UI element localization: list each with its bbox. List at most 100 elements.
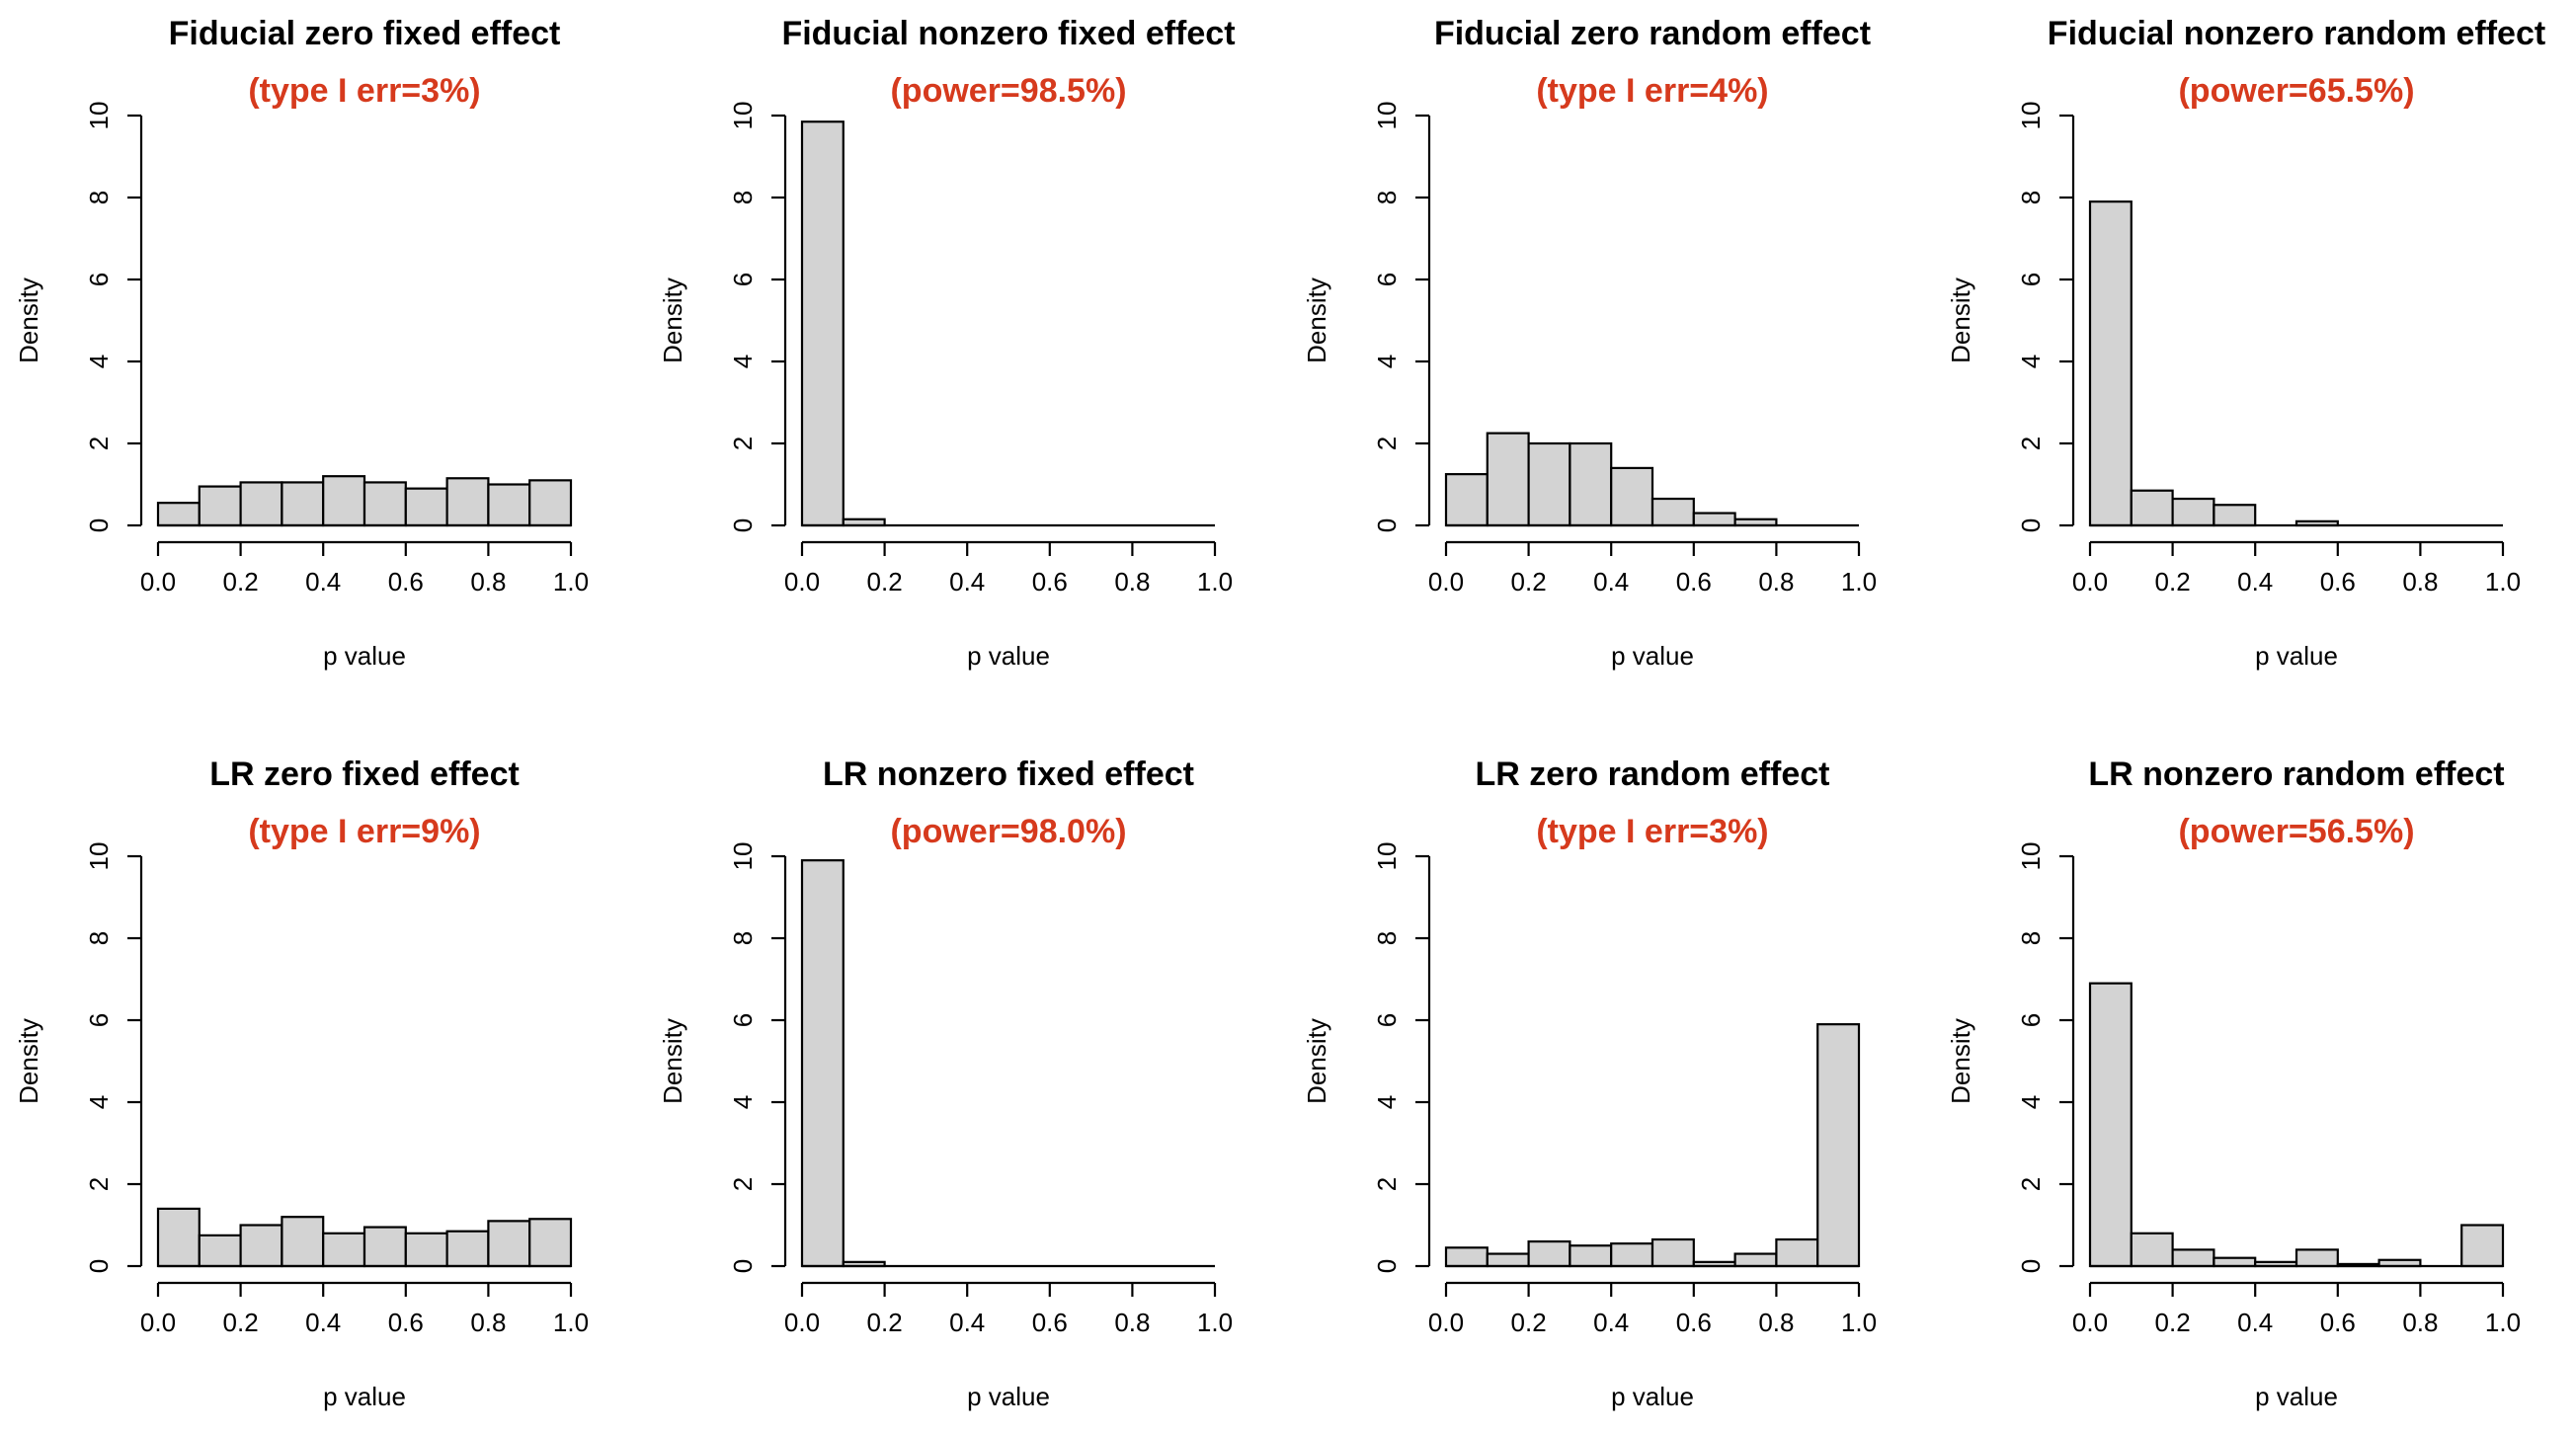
histogram-bar — [2213, 1256, 2257, 1268]
y-axis-label: Density — [1946, 1018, 1975, 1104]
y-tick-label: 2 — [84, 1177, 114, 1191]
x-axis-label: p value — [2255, 641, 2338, 671]
histogram-bar — [1816, 1023, 1861, 1268]
x-axis-label: p value — [323, 1382, 406, 1411]
x-tick-label: 1.0 — [1197, 567, 1233, 597]
y-axis-label: Density — [1302, 1018, 1331, 1104]
x-axis-label: p value — [1611, 1382, 1694, 1411]
y-tick-label: 2 — [728, 437, 758, 450]
x-axis-label: p value — [967, 641, 1050, 671]
y-tick-label: 10 — [728, 102, 758, 130]
y-tick-label: 0 — [84, 1259, 114, 1273]
histogram-bar — [445, 477, 490, 527]
y-tick-label: 0 — [728, 518, 758, 532]
y-tick-label: 4 — [728, 1095, 758, 1109]
y-tick-label: 10 — [2016, 102, 2046, 130]
x-axis-label: p value — [323, 641, 406, 671]
histogram-bar — [1569, 1244, 1613, 1268]
y-tick-label: 6 — [2016, 1013, 2046, 1027]
x-axis-label: p value — [967, 1382, 1050, 1411]
histogram-bar — [1486, 432, 1530, 527]
y-tick-label: 8 — [1372, 191, 1402, 204]
histogram-bar — [404, 487, 448, 527]
y-tick-label: 8 — [728, 931, 758, 945]
y-tick-label: 6 — [1372, 1013, 1402, 1027]
y-tick-label: 6 — [2016, 273, 2046, 286]
x-tick-label: 1.0 — [1841, 1308, 1877, 1337]
histogram-bar — [2088, 200, 2133, 527]
x-tick-label: 0.8 — [1114, 567, 1150, 597]
histogram-bar — [2171, 497, 2215, 527]
y-tick-label: 8 — [84, 191, 114, 204]
y-tick-label: 0 — [1372, 1259, 1402, 1273]
y-tick-label: 6 — [728, 1013, 758, 1027]
x-tick-label: 0.4 — [2237, 1308, 2273, 1337]
chart-annotation: (type I err=4%) — [1536, 72, 1768, 110]
chart-annotation: (type I err=3%) — [248, 72, 480, 110]
histogram-bar — [198, 485, 242, 527]
histogram-panel: LR nonzero random effect (power=56.5%) 0.0… — [1946, 756, 2521, 1411]
x-tick-label: 0.0 — [140, 567, 176, 597]
y-tick-label: 4 — [728, 355, 758, 368]
histogram-panel: LR nonzero fixed effect (power=98.0%) 0.0 0… — [658, 756, 1233, 1411]
chart-title: LR zero random effect — [1476, 756, 1830, 793]
chart-title: Fiducial zero random effect — [1434, 15, 1871, 52]
x-tick-label: 0.0 — [2072, 1308, 2108, 1337]
histogram-bar — [362, 481, 407, 527]
y-axis-label: Density — [14, 278, 43, 363]
x-tick-label: 0.0 — [1428, 567, 1464, 597]
x-tick-label: 0.6 — [1032, 1308, 1068, 1337]
x-tick-label: 0.2 — [1511, 1308, 1547, 1337]
histogram-bar — [1486, 1252, 1530, 1268]
x-tick-label: 0.0 — [784, 567, 820, 597]
y-tick-label: 8 — [2016, 191, 2046, 204]
y-tick-label: 8 — [2016, 931, 2046, 945]
y-tick-label: 2 — [2016, 1177, 2046, 1191]
x-tick-label: 0.8 — [2402, 1308, 2438, 1337]
chart-title: LR nonzero random effect — [2088, 756, 2504, 793]
x-axis-label: p value — [1611, 641, 1694, 671]
y-tick-label: 8 — [84, 931, 114, 945]
y-tick-label: 10 — [1372, 102, 1402, 130]
histogram-bar — [528, 479, 573, 527]
histogram-bar — [487, 1220, 531, 1268]
chart-title: Fiducial zero fixed effect — [169, 15, 561, 52]
x-tick-label: 0.2 — [2155, 1308, 2191, 1337]
x-tick-label: 0.4 — [949, 1308, 985, 1337]
y-tick-label: 0 — [2016, 1259, 2046, 1273]
histogram-bar — [1444, 1246, 1489, 1268]
x-tick-label: 0.8 — [470, 1308, 506, 1337]
y-axis-label: Density — [1946, 278, 1975, 363]
x-tick-label: 1.0 — [2485, 1308, 2521, 1337]
x-tick-label: 0.8 — [1114, 1308, 1150, 1337]
histogram-bar — [1610, 466, 1654, 527]
histogram-bar — [1569, 441, 1613, 527]
y-tick-label: 10 — [1372, 842, 1402, 871]
histogram-bar — [2460, 1224, 2505, 1268]
histogram-bar — [1527, 441, 1571, 527]
x-tick-label: 0.4 — [305, 567, 341, 597]
y-tick-label: 6 — [728, 273, 758, 286]
histogram-bar — [1650, 1237, 1695, 1268]
histogram-bar — [198, 1234, 242, 1268]
histogram-panel: LR zero random effect (type I err=3%) 0.0 0… — [1302, 756, 1877, 1411]
histogram-bar — [528, 1218, 573, 1268]
chart-title: Fiducial nonzero fixed effect — [781, 15, 1235, 52]
histogram-bar — [445, 1230, 490, 1268]
histogram-panel: Fiducial nonzero random effect (power=65.… — [1946, 15, 2545, 671]
y-tick-label: 2 — [1372, 1177, 1402, 1191]
y-tick-label: 4 — [84, 355, 114, 368]
x-tick-label: 0.0 — [1428, 1308, 1464, 1337]
x-tick-label: 0.8 — [2402, 567, 2438, 597]
y-tick-label: 4 — [2016, 1095, 2046, 1109]
y-tick-label: 2 — [728, 1177, 758, 1191]
y-tick-label: 4 — [1372, 355, 1402, 368]
x-tick-label: 0.4 — [1593, 1308, 1629, 1337]
x-tick-label: 0.6 — [388, 567, 424, 597]
y-tick-label: 6 — [1372, 273, 1402, 286]
x-tick-label: 1.0 — [2485, 567, 2521, 597]
y-tick-label: 0 — [728, 1259, 758, 1273]
x-tick-label: 0.6 — [2320, 1308, 2356, 1337]
y-tick-label: 0 — [2016, 518, 2046, 532]
y-tick-label: 4 — [84, 1095, 114, 1109]
